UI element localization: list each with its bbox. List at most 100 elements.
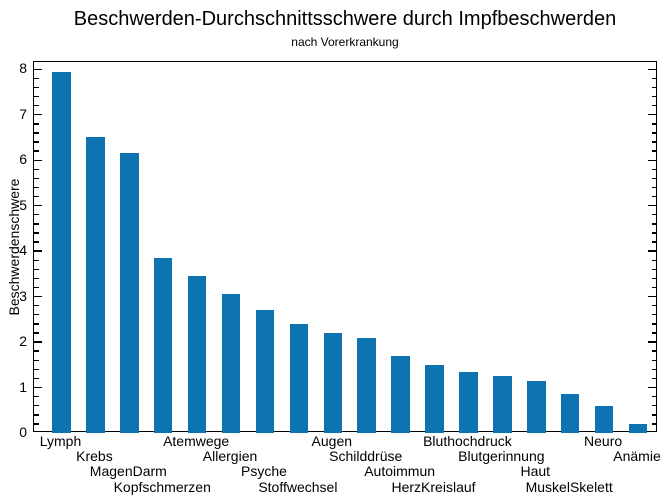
x-tick-label-Blutgerinnung: Blutgerinnung bbox=[458, 448, 545, 465]
minor-tick bbox=[34, 286, 39, 289]
minor-tick bbox=[34, 195, 39, 198]
minor-tick bbox=[651, 377, 656, 380]
minor-tick bbox=[34, 268, 39, 270]
bar-Blutgerinnung bbox=[493, 376, 512, 433]
x-tick-label-Bluthochdruck: Bluthochdruck bbox=[423, 433, 512, 449]
x-tick-label-Allergien: Allergien bbox=[202, 448, 258, 465]
bar-Augen bbox=[323, 332, 343, 433]
bar-MagenDarm bbox=[120, 153, 139, 433]
minor-tick bbox=[651, 423, 656, 425]
minor-tick bbox=[34, 423, 39, 425]
minor-tick bbox=[34, 277, 39, 280]
minor-tick bbox=[651, 141, 656, 143]
bar-Stoffwechsel bbox=[289, 323, 309, 433]
bar-Kopfschmerzen bbox=[153, 257, 173, 433]
major-tick bbox=[34, 341, 42, 343]
x-tick-label-Lymph: Lymph bbox=[39, 433, 82, 449]
x-tick-label-Neuro: Neuro bbox=[584, 433, 623, 449]
minor-tick bbox=[651, 241, 656, 243]
bar-Allergien bbox=[221, 294, 241, 433]
minor-tick bbox=[34, 95, 39, 98]
minor-tick bbox=[651, 223, 656, 225]
major-tick bbox=[34, 295, 42, 298]
minor-tick bbox=[651, 132, 656, 134]
major-tick bbox=[648, 386, 656, 389]
major-tick bbox=[648, 250, 656, 252]
minor-tick bbox=[651, 195, 656, 198]
minor-tick bbox=[34, 377, 39, 380]
minor-tick bbox=[34, 368, 39, 371]
x-tick-label-Haut: Haut bbox=[520, 463, 551, 480]
bar-Krebs bbox=[86, 137, 105, 433]
minor-tick bbox=[34, 223, 39, 225]
minor-tick bbox=[651, 95, 656, 98]
minor-tick bbox=[651, 414, 656, 416]
minor-tick bbox=[34, 86, 39, 89]
y-tick-label: 2 bbox=[19, 333, 27, 350]
major-tick bbox=[648, 68, 656, 70]
minor-tick bbox=[651, 332, 656, 334]
x-tick-label-Schilddrüse: Schilddrüse bbox=[329, 448, 403, 465]
major-tick bbox=[34, 159, 42, 161]
y-tick-label: 7 bbox=[19, 105, 27, 122]
y-tick-label: 0 bbox=[19, 424, 27, 440]
minor-tick bbox=[34, 232, 39, 234]
minor-tick bbox=[34, 123, 39, 125]
minor-tick bbox=[651, 359, 656, 361]
minor-tick bbox=[34, 150, 39, 152]
x-tick-label-Atemwege: Atemwege bbox=[163, 433, 230, 449]
minor-tick bbox=[34, 359, 39, 361]
minor-tick bbox=[651, 323, 656, 325]
y-tick-label: 3 bbox=[19, 287, 27, 304]
minor-tick bbox=[651, 232, 656, 234]
minor-tick bbox=[651, 304, 656, 307]
minor-tick bbox=[651, 186, 656, 189]
minor-tick bbox=[651, 123, 656, 125]
x-tick-label-Psyche: Psyche bbox=[241, 463, 287, 480]
bar-HerzKreislauf bbox=[425, 364, 444, 433]
x-tick-label-Augen: Augen bbox=[311, 433, 353, 449]
major-tick bbox=[648, 159, 656, 161]
minor-tick bbox=[34, 77, 39, 80]
minor-tick bbox=[34, 241, 39, 243]
bar-Schilddrüse bbox=[357, 337, 376, 433]
bar-Psyche bbox=[255, 310, 275, 433]
major-tick bbox=[648, 114, 656, 116]
minor-tick bbox=[34, 259, 39, 261]
minor-tick bbox=[651, 150, 656, 152]
minor-tick bbox=[34, 141, 39, 143]
x-tick-label-Anämie: Anämie bbox=[613, 448, 661, 465]
x-tick-label-Stoffwechsel: Stoffwechsel bbox=[258, 478, 338, 495]
major-tick bbox=[34, 204, 42, 207]
minor-tick bbox=[34, 323, 39, 325]
minor-tick bbox=[651, 350, 656, 352]
minor-tick bbox=[651, 86, 656, 89]
minor-tick bbox=[651, 214, 656, 216]
major-tick bbox=[34, 250, 42, 252]
minor-tick bbox=[651, 77, 656, 80]
x-tick-label-Krebs: Krebs bbox=[76, 448, 113, 465]
minor-tick bbox=[34, 405, 39, 407]
minor-tick bbox=[34, 395, 39, 398]
minor-tick bbox=[651, 405, 656, 407]
x-tick-label-MagenDarm: MagenDarm bbox=[89, 463, 167, 480]
bar-Atemwege bbox=[187, 276, 207, 433]
x-tick-label-Autoimmun: Autoimmun bbox=[364, 463, 436, 480]
bar-Anämie bbox=[628, 423, 648, 433]
minor-tick bbox=[34, 177, 39, 180]
minor-tick bbox=[651, 177, 656, 180]
y-tick-label: 6 bbox=[19, 151, 27, 168]
minor-tick bbox=[651, 268, 656, 270]
minor-tick bbox=[34, 414, 39, 416]
minor-tick bbox=[34, 104, 39, 107]
x-tick-label-MuskelSkelett: MuskelSkelett bbox=[525, 478, 613, 495]
bar-Neuro bbox=[594, 405, 614, 433]
y-tick-label: 4 bbox=[19, 242, 27, 259]
minor-tick bbox=[34, 214, 39, 216]
minor-tick bbox=[651, 314, 656, 316]
minor-tick bbox=[651, 395, 656, 398]
minor-tick bbox=[34, 350, 39, 352]
x-tick-label-Kopfschmerzen: Kopfschmerzen bbox=[113, 478, 211, 495]
y-tick-label: 5 bbox=[19, 196, 27, 213]
